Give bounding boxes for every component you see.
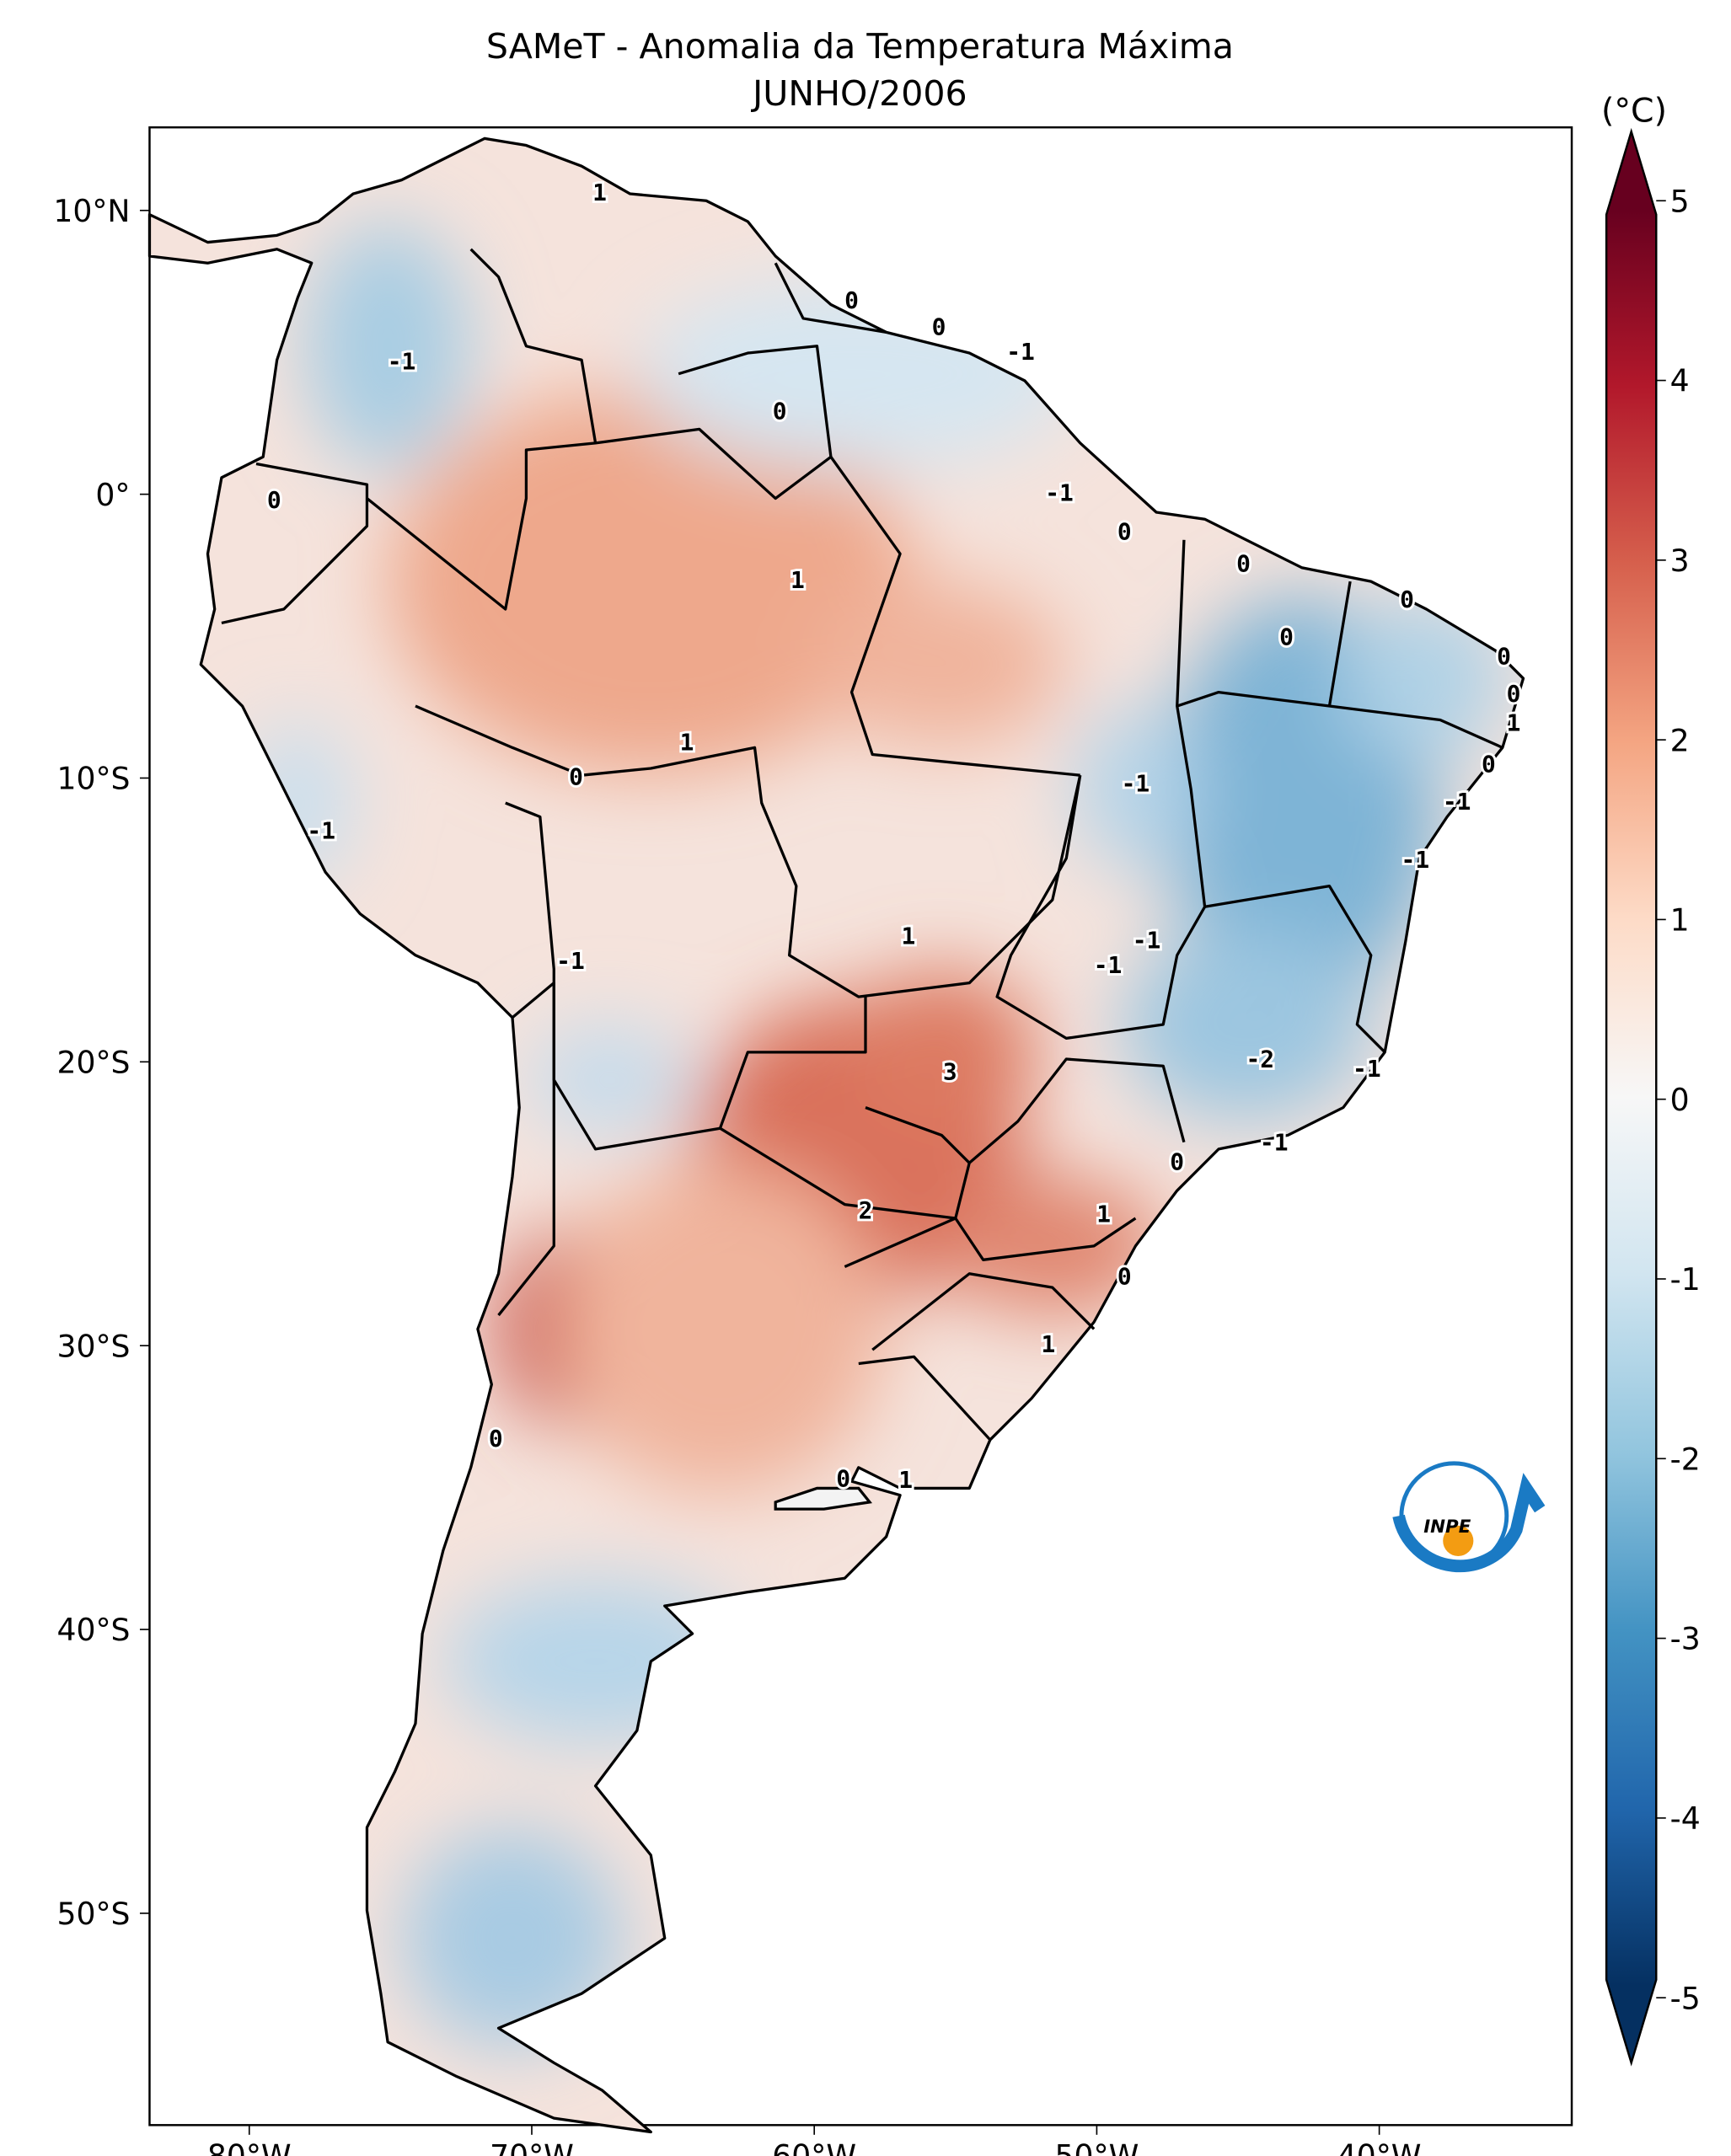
- contour-label: 0: [1117, 1263, 1132, 1291]
- colorbar-tick-label: 4: [1670, 363, 1690, 399]
- map-canvas: INPE SAMeT - Anomalia da Temperatura Máx…: [53, 26, 1700, 2156]
- contour-label: 0: [773, 398, 787, 425]
- borders: [147, 136, 1525, 2134]
- contour-label: -1: [1133, 926, 1161, 954]
- contour-label: 1: [680, 728, 694, 756]
- contour-label: 3: [943, 1057, 957, 1085]
- contour-label: -1: [388, 348, 416, 376]
- contour-label: 1: [1041, 1330, 1055, 1358]
- map-title: SAMeT - Anomalia da Temperatura Máxima: [486, 26, 1234, 67]
- contour-label: 0: [1236, 549, 1251, 577]
- contour-label: -1: [1260, 1128, 1289, 1156]
- falklands: [774, 1486, 872, 1511]
- contour-label: 0: [844, 286, 859, 314]
- y-tick-label: 0°: [95, 477, 130, 513]
- contour-label: 0: [1170, 1148, 1184, 1175]
- contour-label: 0: [932, 313, 946, 340]
- contour-label: 0: [569, 762, 583, 790]
- contour-label: 0: [1279, 623, 1294, 651]
- contour-label: -1: [1045, 479, 1074, 507]
- contour-label: -1: [556, 947, 585, 975]
- contour-label: -2: [1246, 1046, 1274, 1073]
- colorbar-tick-label: -3: [1670, 1621, 1701, 1657]
- y-tick-label: 20°S: [56, 1044, 130, 1080]
- contour-label: -1: [1353, 1055, 1381, 1083]
- logo: INPE: [1392, 1461, 1546, 1573]
- y-tick-label: 10°S: [56, 761, 130, 797]
- x-tick-label: 80°W: [207, 2138, 292, 2156]
- contour-label: -1: [1006, 338, 1035, 366]
- contour-label: -1: [1401, 846, 1430, 874]
- contour-label: 1: [1507, 709, 1521, 736]
- colorbar-tick-label: 3: [1670, 543, 1690, 579]
- contour-label: 0: [1400, 586, 1414, 613]
- colorbar-tick-label: -2: [1670, 1441, 1701, 1477]
- x-tick-label: 40°W: [1337, 2138, 1422, 2156]
- contour-label: 2: [859, 1196, 873, 1224]
- contour-label: 0: [836, 1465, 850, 1493]
- contour-label: -1: [1443, 788, 1471, 816]
- colorbar-tick-label: 1: [1670, 902, 1690, 939]
- colorbar: -5 -4 -3 -2 -1 0 1 2 3 4 5: [1605, 127, 1701, 2067]
- y-tick-label: 40°S: [56, 1612, 130, 1648]
- contour-label: 1: [898, 1466, 913, 1494]
- contour-label: 1: [592, 179, 607, 206]
- map-subtitle: JUNHO/2006: [750, 73, 967, 114]
- contour-label: -1: [1122, 770, 1150, 798]
- colorbar-tick-label: -5: [1670, 1980, 1701, 2016]
- colorbar-tick-label: -4: [1670, 1800, 1701, 1837]
- contour-label: 0: [1117, 518, 1132, 546]
- contour-label: 1: [790, 566, 805, 594]
- contour-label: 1: [1096, 1201, 1111, 1228]
- y-tick-label: 30°S: [56, 1328, 130, 1364]
- colorbar-tick-label: 2: [1670, 722, 1690, 758]
- x-tick-label: 70°W: [490, 2138, 574, 2156]
- colorbar-tick-label: 0: [1670, 1082, 1690, 1118]
- contour-label: -1: [307, 817, 335, 845]
- contour-label: 0: [489, 1425, 503, 1452]
- contour-label: 0: [1507, 680, 1521, 708]
- contour-label: -1: [1094, 951, 1123, 979]
- contour-label: 0: [1482, 751, 1496, 778]
- x-tick-label: 50°W: [1055, 2138, 1139, 2156]
- colorbar-unit: (°C): [1601, 92, 1667, 131]
- logo-text: INPE: [1423, 1517, 1471, 1538]
- colorbar-tick-label: 5: [1670, 183, 1690, 219]
- contour-label: 1: [902, 922, 916, 950]
- y-tick-label: 10°N: [53, 193, 130, 229]
- contour-label: 0: [267, 486, 281, 514]
- colorbar-tick-label: -1: [1670, 1261, 1701, 1297]
- y-tick-label: 50°S: [56, 1896, 130, 1932]
- contour-label: 0: [1497, 643, 1511, 671]
- x-tick-label: 60°W: [772, 2138, 856, 2156]
